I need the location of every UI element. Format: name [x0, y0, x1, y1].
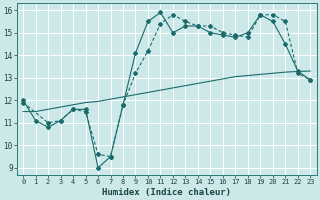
X-axis label: Humidex (Indice chaleur): Humidex (Indice chaleur) [102, 188, 231, 197]
